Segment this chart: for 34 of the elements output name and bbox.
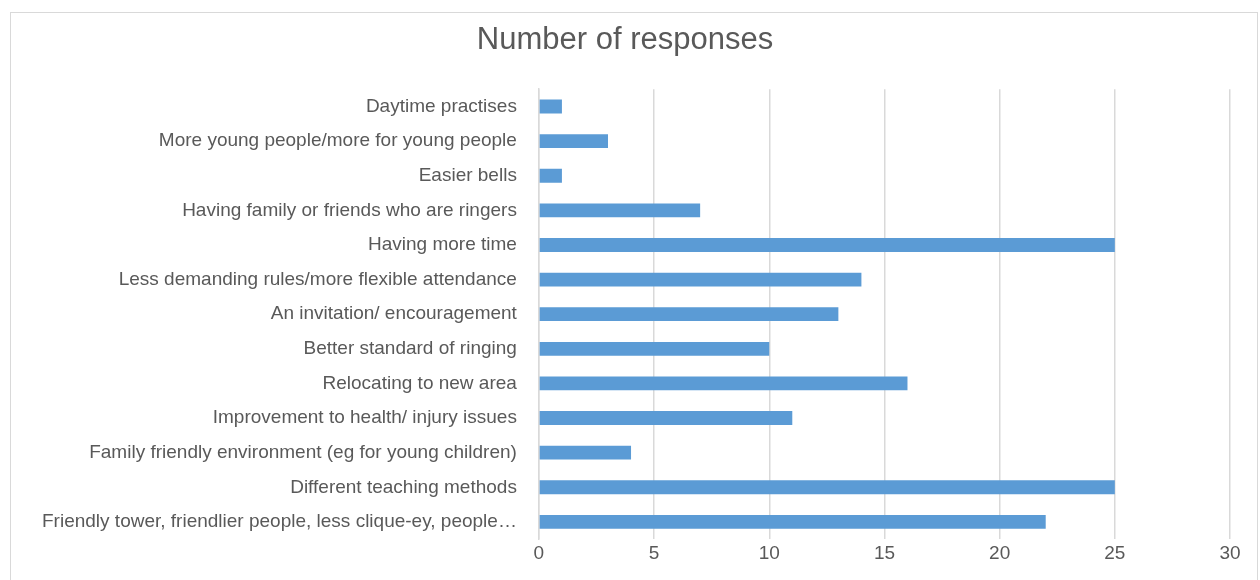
x-tick-label: 15 (873, 541, 896, 563)
y-tick-label: Different teaching methods (290, 475, 517, 497)
bar (539, 203, 701, 218)
bar (539, 99, 562, 114)
x-tick-label: 30 (1219, 541, 1241, 563)
bar (539, 238, 1115, 252)
x-tick-label: 25 (1104, 541, 1126, 563)
bar (539, 307, 839, 322)
bar (539, 514, 1046, 529)
y-tick-label: Better standard of ringing (303, 337, 517, 359)
y-tick-label: Family friendly environment (eg for young children) (89, 440, 517, 462)
x-tick-label: 0 (533, 541, 545, 563)
bar (539, 272, 862, 287)
y-tick-label: An invitation/ encouragement (270, 302, 518, 324)
bar (539, 411, 793, 425)
bar (539, 445, 632, 460)
y-tick-label: Having family or friends who are ringers (182, 198, 517, 220)
y-tick-label: Easier bells (418, 163, 517, 185)
y-tick-label: Less demanding rules/more flexible attendance (118, 267, 517, 289)
bar (539, 134, 608, 149)
x-tick-label: 10 (758, 541, 780, 563)
bar (539, 341, 770, 356)
y-tick-label: Relocating to new area (322, 371, 518, 393)
y-tick-label: Daytime practises (365, 94, 517, 116)
bar (539, 480, 1115, 495)
y-tick-label: Having more time (368, 233, 517, 255)
y-tick-label: Improvement to health/ injury issues (212, 406, 517, 428)
y-tick-label: More young people/more for young people (158, 129, 517, 151)
x-tick-label: 5 (648, 541, 660, 563)
chart-title: Number of responses (476, 21, 774, 57)
bar (539, 376, 908, 391)
x-tick-label: 20 (989, 541, 1011, 563)
y-tick-label: Friendly tower, friendlier people, less clique-ey, people… (42, 510, 517, 532)
bar (539, 168, 562, 183)
